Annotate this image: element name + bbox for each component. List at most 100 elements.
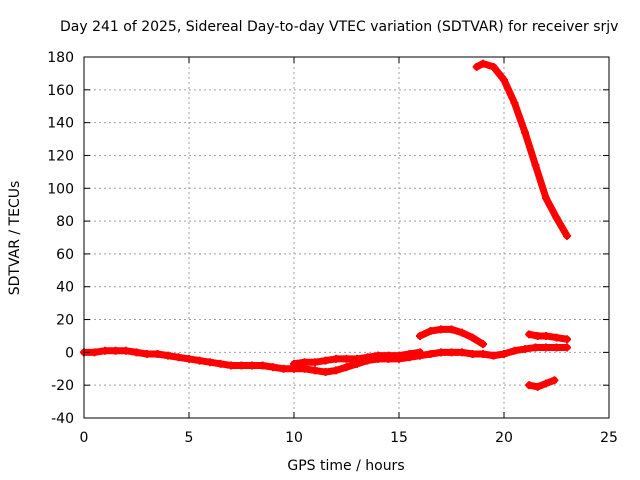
data-point [458, 348, 466, 357]
data-point [164, 351, 172, 360]
data-point [479, 59, 487, 68]
data-point [416, 331, 424, 340]
data-point [437, 348, 445, 357]
data-point [521, 128, 529, 137]
x-tick-label: 10 [285, 430, 303, 446]
data-point [363, 353, 372, 362]
data-point [521, 345, 529, 354]
data-point [132, 348, 141, 357]
data-point [542, 331, 550, 340]
data-point [153, 350, 162, 359]
data-point [479, 350, 487, 359]
x-tick-label: 15 [390, 430, 408, 446]
data-point [90, 348, 99, 357]
data-point [552, 333, 561, 342]
data-point [269, 363, 277, 372]
data-point [353, 354, 361, 363]
x-axis-label: GPS time / hours [287, 458, 404, 474]
data-point [447, 348, 456, 357]
data-point [500, 350, 508, 359]
data-point [437, 325, 445, 334]
data-point [468, 333, 477, 342]
data-point [311, 358, 319, 367]
x-tick-label: 5 [185, 430, 194, 446]
x-tick-label: 0 [80, 430, 89, 446]
data-point [321, 356, 330, 365]
data-point [533, 382, 542, 391]
data-marks [80, 59, 571, 391]
data-point [290, 359, 298, 368]
y-tick-label: 160 [47, 83, 74, 99]
data-point [216, 359, 225, 368]
data-point [174, 353, 183, 362]
data-point [472, 62, 481, 71]
data-point [237, 361, 246, 370]
y-axis-label: SDTVAR / TECUs [7, 181, 23, 296]
data-point [458, 328, 466, 337]
y-tick-label: 40 [56, 280, 74, 296]
data-point [248, 361, 256, 370]
data-point [279, 364, 288, 373]
data-point [533, 331, 542, 340]
x-tick-label: 25 [600, 430, 618, 446]
data-point [531, 161, 540, 170]
data-point [384, 351, 393, 360]
data-point [342, 354, 351, 363]
data-point [489, 351, 498, 360]
data-point [510, 346, 519, 355]
data-point [405, 350, 414, 359]
data-point [563, 335, 571, 344]
data-point [195, 356, 204, 365]
plot-frame [83, 56, 610, 419]
y-tick-label: -40 [51, 411, 74, 427]
y-tick-label: 180 [47, 50, 74, 66]
data-point [552, 213, 561, 222]
data-point [500, 75, 508, 84]
y-tick-label: 100 [47, 181, 74, 197]
series-high-track [473, 60, 571, 240]
y-tick-label: -20 [51, 378, 74, 394]
data-point [416, 348, 424, 357]
data-point [206, 358, 214, 367]
data-point [143, 350, 151, 359]
data-point [479, 340, 487, 349]
chart-title: Day 241 of 2025, Sidereal Day-to-day VTE… [60, 19, 618, 35]
data-point [550, 376, 559, 385]
data-point [525, 330, 534, 339]
data-point [552, 343, 561, 352]
data-point [122, 346, 130, 355]
data-point [101, 346, 109, 355]
data-point [395, 351, 403, 360]
data-point [531, 343, 540, 352]
data-point [563, 231, 571, 240]
data-point [227, 361, 235, 370]
y-tick-label: 20 [56, 313, 74, 329]
ticks: 0 5 10 15 20 25 -40 -20 0 20 40 60 80 100 120 140 160 180 [47, 50, 618, 446]
data-point [332, 366, 340, 375]
y-tick-label: 120 [47, 148, 74, 164]
data-point [426, 327, 435, 336]
data-point [563, 343, 571, 352]
y-tick-label: 0 [65, 345, 74, 361]
data-point [311, 366, 319, 375]
data-point [468, 350, 477, 359]
data-point [300, 358, 309, 367]
data-point [489, 62, 498, 71]
data-point [542, 343, 550, 352]
data-point [525, 381, 534, 390]
y-tick-label: 80 [56, 214, 74, 230]
y-tick-label: 60 [56, 247, 74, 263]
data-point [426, 350, 435, 359]
data-point [321, 368, 330, 377]
data-point [542, 379, 550, 388]
y-tick-label: 140 [47, 116, 74, 132]
data-point [542, 194, 550, 203]
data-point [510, 98, 519, 107]
data-point [374, 351, 382, 360]
series-late-lower [525, 376, 558, 391]
data-point [111, 346, 120, 355]
data-point [332, 354, 340, 363]
x-tick-label: 20 [495, 430, 513, 446]
data-point [447, 325, 456, 334]
